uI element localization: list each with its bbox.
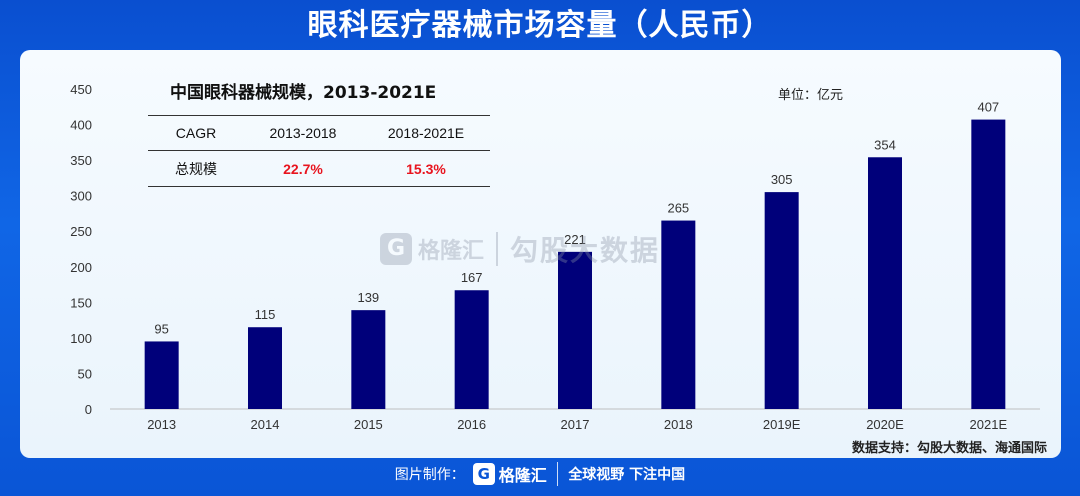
chart-panel: 0 50 100 150 200 250 300 350 400 450 95 2013 115 2014… (20, 50, 1061, 458)
inset-header-cagr: CAGR (175, 125, 217, 141)
footer-logo: G 格隆汇 (472, 462, 547, 486)
bar (351, 310, 386, 409)
watermark-name: 格隆汇 (418, 239, 485, 264)
data-label: 265 (667, 201, 689, 216)
y-tick-label: 400 (70, 118, 92, 133)
y-tick-label: 0 (85, 402, 92, 417)
x-tick-label: 2020E (866, 417, 904, 432)
watermark: G 格隆汇 勾股大数据 (380, 226, 700, 272)
y-tick-label: 100 (70, 331, 92, 346)
x-tick-label: 2013 (147, 417, 176, 432)
footer-brand-name: 格隆汇 (498, 466, 547, 485)
x-tick-label: 2016 (457, 417, 486, 432)
x-tick-label: 2017 (561, 417, 590, 432)
bar (764, 192, 799, 409)
x-tick-label: 2021E (970, 417, 1008, 432)
data-label: 221 (564, 232, 586, 247)
data-label: 407 (977, 100, 999, 115)
y-tick-label: 200 (70, 260, 92, 275)
inset-header-period-1: 2013-2018 (269, 125, 337, 141)
y-tick-label: 350 (70, 153, 92, 168)
y-tick-label: 150 (70, 295, 92, 310)
inset-row-value-1: 22.7% (283, 160, 323, 177)
y-tick-label: 50 (78, 366, 92, 381)
bar (971, 119, 1006, 410)
y-tick-label: 250 (70, 224, 92, 239)
inset-row-value-2: 15.3% (406, 160, 446, 177)
x-tick-label: 2019E (763, 417, 801, 432)
bar (248, 327, 282, 409)
y-tick-label: 300 (70, 189, 92, 204)
data-label: 305 (771, 172, 793, 187)
bar (868, 157, 902, 409)
data-label: 354 (874, 137, 896, 152)
x-tick-label: 2015 (354, 417, 383, 432)
footer: 图片制作： G 格隆汇 全球视野 下注中国 (0, 460, 1080, 488)
data-label: 139 (357, 290, 379, 305)
footer-separator (556, 462, 559, 486)
data-label: 95 (154, 321, 168, 336)
x-tick-label: 2018 (664, 417, 693, 432)
inset-row-label: 总规模 (175, 160, 217, 177)
data-label: 167 (461, 270, 483, 285)
y-tick-label: 450 (70, 82, 92, 97)
source-note: 数据支持：勾股大数据、海通国际 (851, 441, 1047, 456)
x-tick-label: 2014 (251, 417, 280, 432)
page-title: 眼科医疗器械市场容量（人民币） (307, 9, 773, 42)
watermark-logo-icon: G (380, 233, 412, 265)
inset-title: 中国眼科器械规模，2013-2021E (170, 83, 437, 103)
bar (144, 341, 179, 409)
bar (661, 220, 696, 409)
bar (558, 251, 592, 409)
footer-logo-icon: G (472, 463, 495, 485)
inset-table-header: CAGR 2013-2018 2018-2021E (148, 115, 490, 151)
footer-prefix: 图片制作： (394, 467, 465, 483)
footer-slogan: 全球视野 下注中国 (568, 467, 686, 483)
inset-table: CAGR 2013-2018 2018-2021E 总规模 22.7% 15.3… (148, 115, 490, 187)
watermark-separator (496, 232, 499, 266)
inset-table-row: 总规模 22.7% 15.3% (148, 151, 490, 187)
unit-label: 单位：亿元 (778, 88, 844, 103)
data-label: 115 (255, 307, 276, 322)
watermark-name-secondary: 勾股大数据 (510, 234, 661, 267)
bar (454, 290, 489, 409)
inset-header-period-2: 2018-2021E (387, 125, 465, 141)
bar-chart: 0 50 100 150 200 250 300 350 400 450 95 2013 115 2014… (70, 82, 1040, 432)
